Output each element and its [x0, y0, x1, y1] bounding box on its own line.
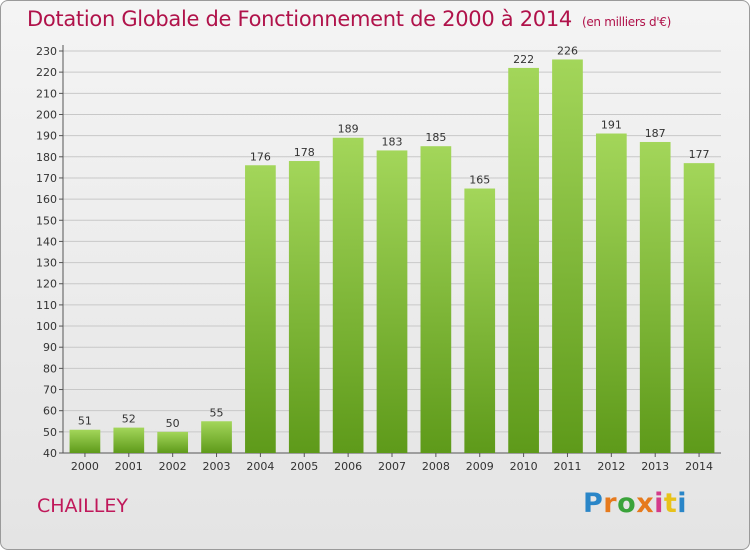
y-tick-label: 70	[43, 384, 57, 397]
bar	[639, 141, 671, 453]
bar-value-label: 187	[645, 127, 666, 140]
bar-value-label: 50	[166, 417, 180, 430]
bar-value-label: 185	[425, 131, 446, 144]
bar	[683, 163, 715, 453]
x-tick-label: 2008	[422, 460, 450, 473]
y-tick-label: 60	[43, 405, 57, 418]
logo-letter: P	[583, 488, 604, 519]
chart-subtitle: (en milliers d'€)	[581, 15, 671, 29]
logo-letter: i	[654, 488, 664, 519]
bar-value-label: 183	[382, 135, 403, 148]
y-tick-label: 180	[36, 151, 57, 164]
x-tick-label: 2014	[685, 460, 713, 473]
bar	[595, 133, 627, 453]
x-tick-label: 2013	[641, 460, 669, 473]
y-tick-label: 100	[36, 320, 57, 333]
y-tick-label: 40	[43, 447, 57, 460]
bar	[420, 146, 452, 454]
bar-value-label: 176	[250, 150, 271, 163]
y-tick-label: 170	[36, 172, 57, 185]
x-tick-label: 2007	[378, 460, 406, 473]
bar	[552, 59, 583, 453]
bar-value-label: 222	[513, 53, 534, 66]
logo-letter: x	[636, 488, 655, 519]
commune-name: CHAILLEY	[37, 495, 128, 517]
x-tick-label: 2001	[115, 460, 143, 473]
logo-letter: t	[663, 488, 678, 519]
logo-letter: o	[617, 488, 637, 519]
bar-value-label: 178	[294, 146, 315, 159]
bar-value-label: 177	[689, 148, 710, 161]
x-tick-label: 2006	[334, 460, 362, 473]
x-tick-label: 2010	[510, 460, 538, 473]
bar-value-label: 55	[210, 406, 224, 419]
bars	[69, 59, 715, 454]
bar-value-label: 189	[338, 123, 359, 136]
proxiti-logo: Proxiti	[583, 488, 687, 519]
bar	[69, 429, 101, 453]
chart-title-text: Dotation Globale de Fonctionnement de 20…	[27, 7, 572, 31]
bar	[332, 137, 364, 453]
bar	[201, 421, 232, 453]
bar	[288, 161, 320, 453]
y-tick-label: 150	[36, 214, 57, 227]
logo-letter: i	[677, 488, 688, 519]
x-tick-label: 2004	[246, 460, 274, 473]
x-tick-label: 2011	[553, 460, 581, 473]
bar-value-label: 51	[78, 415, 92, 428]
logo-letter: r	[603, 488, 618, 519]
bar	[245, 165, 276, 453]
bar	[464, 188, 496, 454]
y-tick-label: 210	[36, 87, 57, 100]
bar	[376, 150, 408, 453]
y-tick-label: 80	[43, 362, 57, 375]
y-tick-label: 200	[36, 108, 57, 121]
x-tick-label: 2005	[290, 460, 318, 473]
y-tick-label: 50	[43, 426, 57, 439]
chart-title: Dotation Globale de Fonctionnement de 20…	[27, 7, 671, 31]
x-tick-label: 2003	[203, 460, 231, 473]
y-tick-label: 90	[43, 341, 57, 354]
x-tick-label: 2012	[597, 460, 625, 473]
bar	[157, 431, 189, 453]
labels: 40 50 60 70 80 90 100 110 120 130 140 150 160 170 180 1…	[36, 44, 713, 473]
y-tick-label: 230	[36, 45, 57, 58]
x-tick-label: 2009	[466, 460, 494, 473]
y-tick-label: 120	[36, 278, 57, 291]
bar-value-label: 226	[557, 44, 578, 57]
y-tick-label: 110	[36, 299, 57, 312]
x-tick-label: 2002	[159, 460, 187, 473]
bar-value-label: 52	[122, 413, 136, 426]
y-tick-label: 140	[36, 235, 57, 248]
y-tick-label: 190	[36, 130, 57, 143]
bar-value-label: 191	[601, 119, 622, 132]
y-tick-label: 220	[36, 66, 57, 79]
y-tick-label: 130	[36, 257, 57, 270]
bar-value-label: 165	[469, 174, 490, 187]
x-tick-label: 2000	[71, 460, 99, 473]
bar	[508, 67, 539, 453]
y-tick-label: 160	[36, 193, 57, 206]
bar	[113, 427, 145, 453]
